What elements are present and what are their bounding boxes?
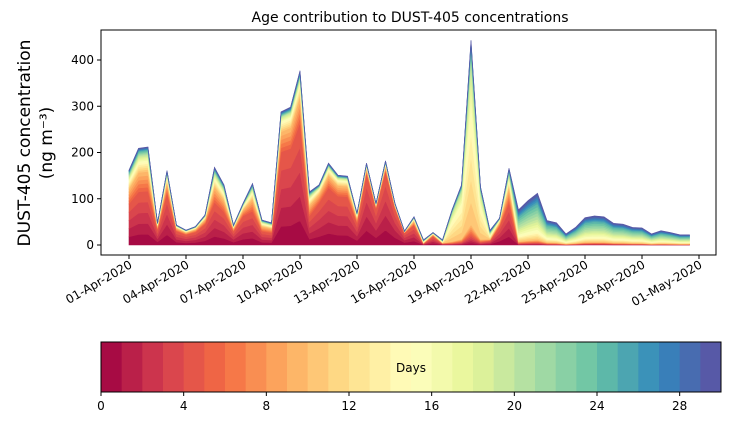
colorbar-swatch	[121, 342, 143, 392]
colorbar-swatch	[349, 342, 371, 392]
colorbar-swatch	[659, 342, 681, 392]
colorbar-tick-label: 4	[180, 399, 188, 413]
colorbar-tick-label: 16	[424, 399, 439, 413]
colorbar-swatch	[493, 342, 515, 392]
colorbar-swatch	[555, 342, 577, 392]
y-tick-label: 100	[71, 192, 94, 206]
x-ticks: 01-Apr-202004-Apr-202007-Apr-202010-Apr-…	[63, 255, 705, 309]
colorbar-swatch	[328, 342, 350, 392]
colorbar-swatch	[576, 342, 598, 392]
colorbar-swatch	[535, 342, 557, 392]
colorbar-swatch	[638, 342, 660, 392]
chart-title: Age contribution to DUST-405 concentrati…	[252, 10, 569, 26]
colorbar-label: Days	[396, 361, 426, 375]
colorbar-swatch	[390, 342, 412, 392]
colorbar-swatch	[307, 342, 329, 392]
y-axis-unit: (ng m⁻³)	[37, 107, 57, 180]
colorbar-swatch	[266, 342, 288, 392]
colorbar-ticks: 0 4 8 12 16 20 24 28	[97, 392, 687, 413]
colorbar-swatch	[101, 342, 123, 392]
colorbar-swatch	[163, 342, 185, 392]
colorbar-swatch	[225, 342, 247, 392]
colorbar-swatch	[411, 342, 433, 392]
colorbar-tick-label: 12	[341, 399, 356, 413]
colorbar-tick-label: 0	[97, 399, 105, 413]
colorbar-swatch	[245, 342, 267, 392]
colorbar-tick-label: 28	[672, 399, 687, 413]
colorbar-swatch	[700, 342, 722, 392]
age-band-area	[128, 40, 690, 241]
plot-frame	[100, 29, 717, 256]
colorbar-frame	[100, 341, 722, 393]
colorbar-swatch	[369, 342, 391, 392]
colorbar-swatch	[514, 342, 536, 392]
y-tick-label: 300	[71, 99, 94, 113]
colorbar-swatch	[452, 342, 474, 392]
stacked-areas	[128, 40, 690, 246]
colorbar-tick-label: 24	[589, 399, 604, 413]
colorbar	[101, 342, 722, 392]
y-tick-label: 0	[86, 238, 94, 252]
y-tick-label: 200	[71, 146, 94, 160]
colorbar-swatch	[431, 342, 453, 392]
colorbar-swatch	[142, 342, 164, 392]
colorbar-swatch	[617, 342, 639, 392]
y-tick-label: 400	[71, 53, 94, 67]
colorbar-swatch	[287, 342, 309, 392]
colorbar-swatch	[204, 342, 226, 392]
colorbar-swatch	[679, 342, 701, 392]
colorbar-tick-label: 20	[507, 399, 522, 413]
colorbar-swatch	[183, 342, 205, 392]
y-ticks: 0 100 200 300 400	[71, 53, 101, 252]
colorbar-swatch	[597, 342, 619, 392]
colorbar-tick-label: 8	[263, 399, 271, 413]
y-axis-label: DUST-405 concentration	[15, 40, 35, 247]
colorbar-swatch	[473, 342, 495, 392]
